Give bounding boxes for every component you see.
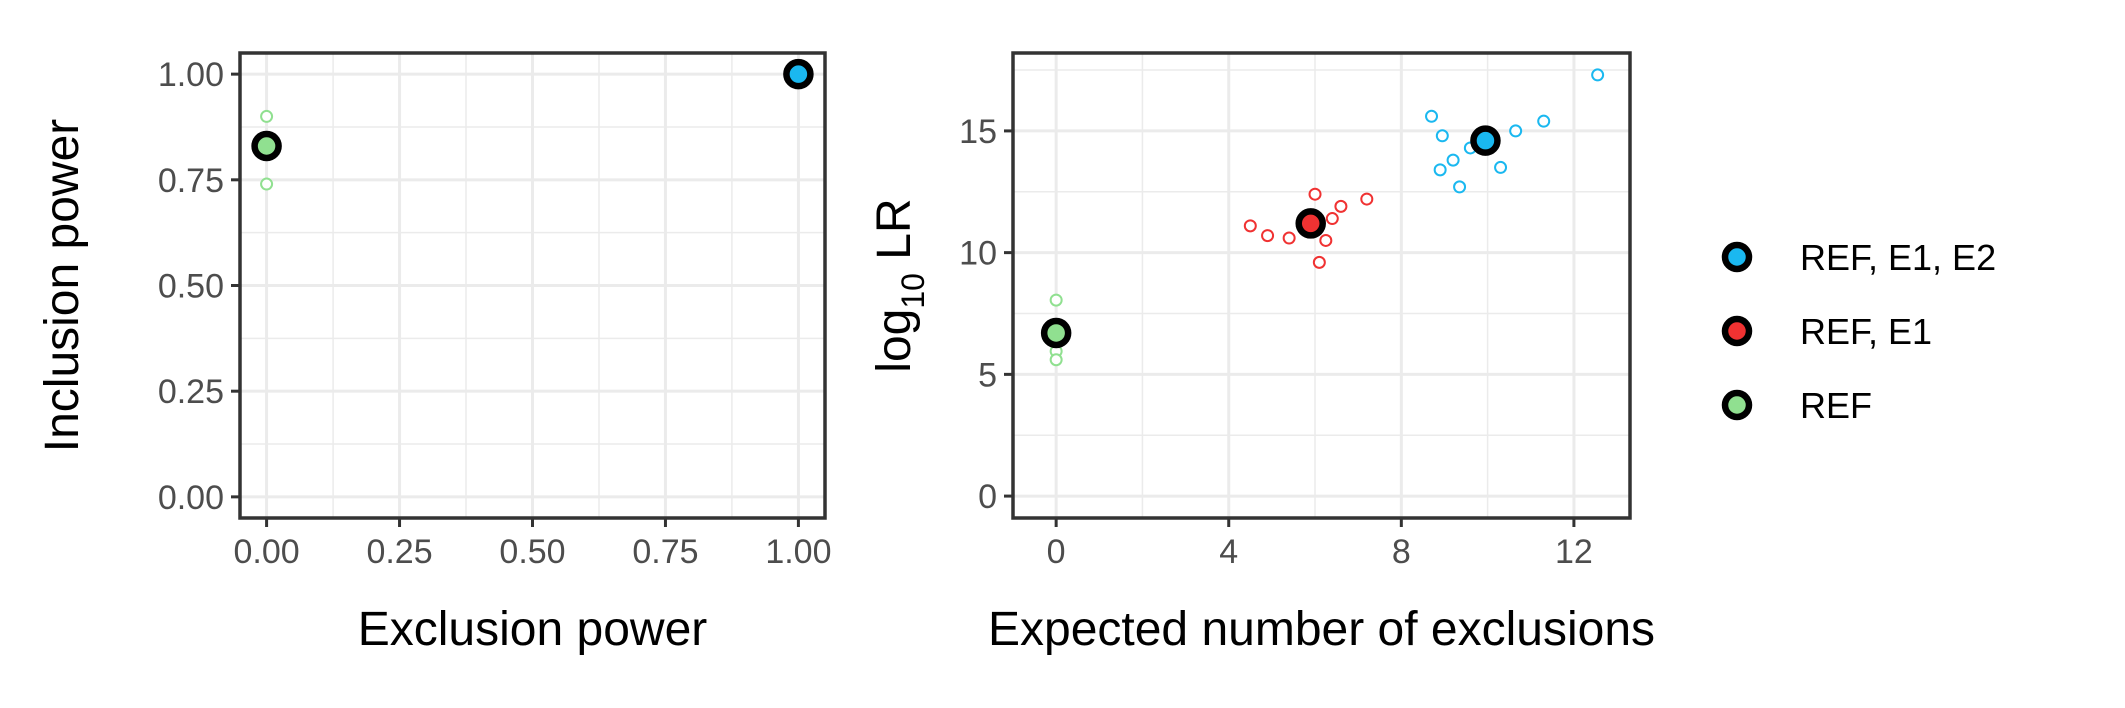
x-axis-title: Exclusion power	[358, 603, 708, 656]
data-point	[1325, 212, 1339, 226]
y-axis-title: Inclusion power	[36, 119, 89, 453]
y-tick-label: 10	[959, 235, 997, 273]
x-tick-label: 0.00	[233, 533, 299, 571]
data-point	[1282, 231, 1296, 245]
legend-label: REF, E1	[1800, 311, 1932, 352]
data-point	[1049, 353, 1063, 367]
x-tick-label: 0.25	[366, 533, 432, 571]
data-point	[1425, 109, 1439, 123]
y-tick-label: 0.75	[158, 162, 224, 200]
data-point	[1453, 180, 1467, 194]
y-axis-title-tail: LR	[868, 198, 921, 273]
data-point	[1243, 219, 1257, 233]
data-point	[1261, 229, 1275, 243]
legend: REF, E1, E2 REF, E1 REF	[1721, 237, 1996, 426]
y-tick-label: 0.00	[158, 479, 224, 517]
legend-key	[1721, 389, 1753, 421]
x-axis-title: Expected number of exclusions	[988, 603, 1655, 656]
mean-point	[1470, 125, 1501, 156]
data-point	[1308, 187, 1322, 201]
x-tick-label: 8	[1392, 533, 1411, 571]
data-point	[1049, 293, 1063, 307]
y-tick-label: 0	[978, 478, 997, 516]
x-tick-label: 4	[1219, 533, 1238, 571]
left-scatter-panel: 0.00 0.25 0.50 0.75 1.00 0.00 0.25 0.50 0.75 1.00…	[36, 51, 832, 656]
mean-point	[1295, 208, 1326, 239]
x-tick-label: 0.50	[499, 533, 565, 571]
data-point	[1509, 124, 1523, 138]
x-tick-label: 1.00	[765, 533, 831, 571]
y-tick-label: 5	[978, 356, 997, 394]
x-tick-label: 0	[1047, 533, 1066, 571]
y-tick-label: 1.00	[158, 56, 224, 94]
data-point	[1319, 233, 1333, 247]
y-axis-title-main: log	[868, 309, 921, 373]
mean-point	[251, 130, 282, 162]
data-point	[1433, 163, 1447, 177]
data-point	[1360, 192, 1374, 206]
panel-border	[1011, 51, 1632, 520]
mean-point	[783, 58, 814, 90]
data-point	[1435, 129, 1449, 143]
x-tick-label: 0.75	[632, 533, 698, 571]
legend-key	[1721, 315, 1753, 347]
y-axis-title: log10 LR	[868, 198, 931, 372]
y-axis-title-subscript: 10	[895, 273, 931, 309]
data-point	[260, 109, 274, 123]
data-point	[1591, 68, 1605, 82]
legend-key	[1721, 241, 1753, 273]
x-tick-label: 12	[1555, 533, 1593, 571]
legend-label: REF, E1, E2	[1800, 237, 1996, 278]
mean-point	[1040, 317, 1072, 349]
right-scatter-panel: 0 4 8 12 0 5 10 15 Expected number of exclusions…	[868, 51, 1655, 656]
y-tick-label: 15	[959, 113, 997, 151]
y-tick-label: 0.50	[158, 268, 224, 306]
data-point	[1446, 153, 1460, 167]
data-point	[1537, 114, 1551, 128]
data-point	[260, 177, 274, 191]
data-point	[1334, 199, 1348, 213]
data-point	[1494, 160, 1508, 174]
data-point	[1312, 255, 1326, 269]
legend-label: REF	[1800, 385, 1872, 426]
y-tick-label: 0.25	[158, 373, 224, 411]
